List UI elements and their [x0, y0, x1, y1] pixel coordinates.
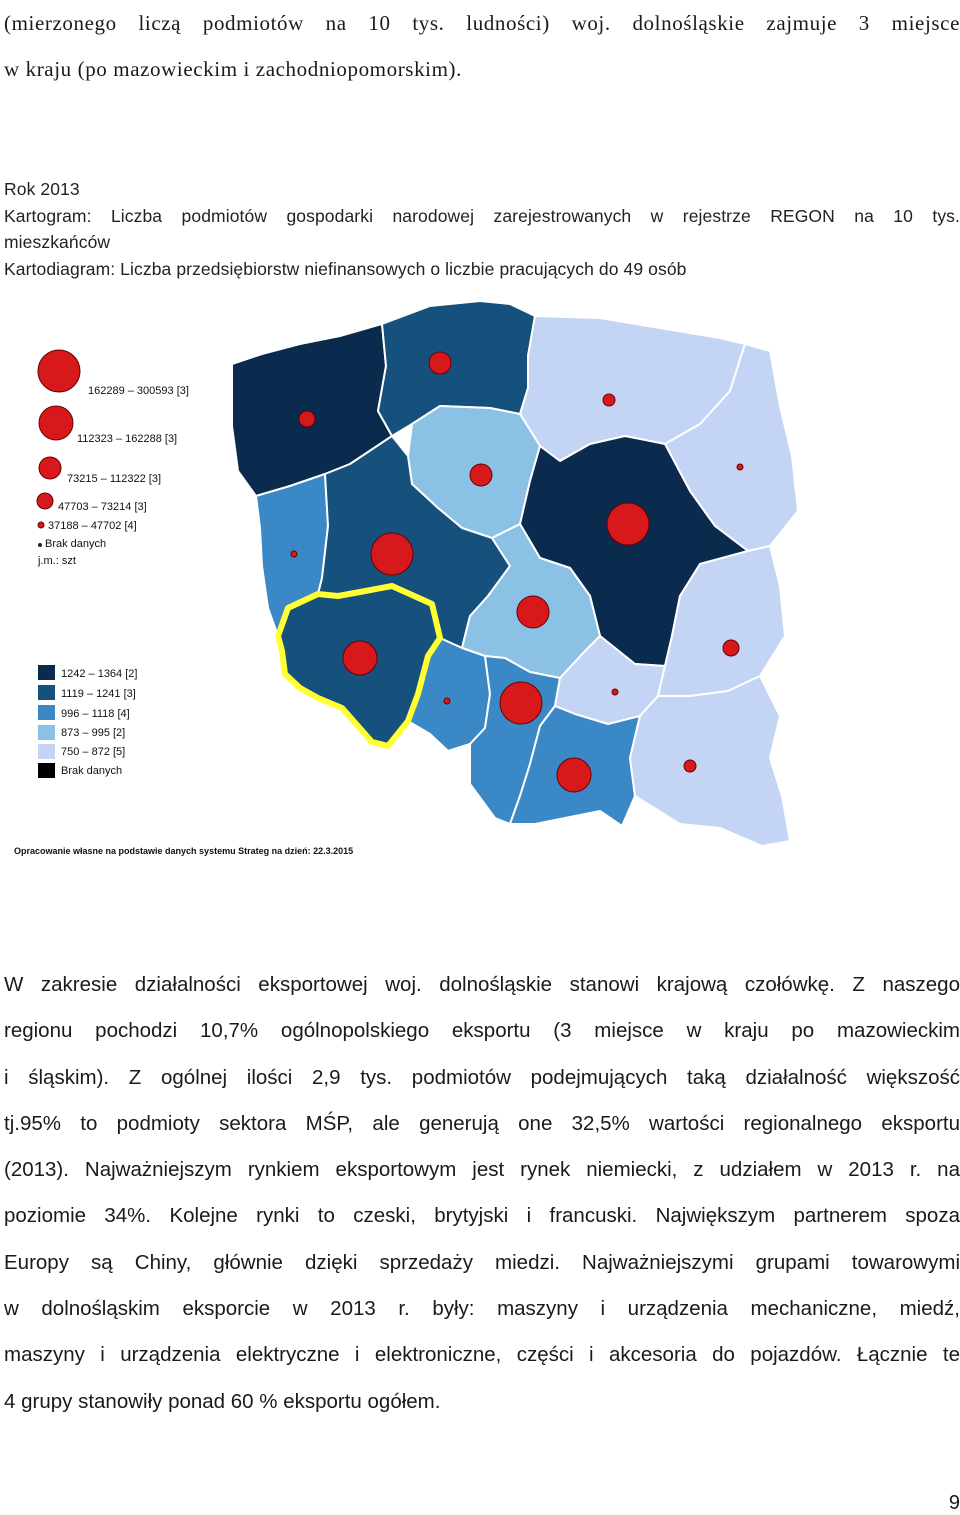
legend-color-label: 1242 – 1364 [2]	[61, 668, 137, 680]
legend-color-label: 1119 – 1241 [3]	[61, 688, 136, 700]
body-line: i śląskim). Z ogólnej ilości 2,9 tys. po…	[4, 1065, 960, 1089]
color-legend: 1242 – 1364 [2] 1119 – 1241 [3] 996 – 11…	[38, 665, 137, 778]
circle-dolnoslaskie	[342, 640, 378, 676]
legend-circle-1	[37, 349, 81, 393]
map-caption: Rok 2013 Kartogram: Liczba podmiotów gos…	[4, 176, 960, 282]
legend-swatch-4	[38, 725, 55, 740]
legend-circle-5	[37, 521, 45, 529]
choropleth-map: 162289 – 300593 [3] 112323 – 162288 [3] …	[0, 296, 960, 876]
legend-unit: j.m.: szt	[37, 555, 76, 567]
legend-swatch-6	[38, 763, 55, 778]
circle-zachodniopomorskie	[298, 410, 316, 428]
circle-wielkopolskie	[370, 532, 414, 576]
caption-line: mieszkańców	[4, 232, 111, 252]
circle-pomorskie	[428, 351, 452, 375]
legend-circle-3	[38, 456, 62, 480]
legend-swatch-5	[38, 744, 55, 759]
circle-legend: 162289 – 300593 [3] 112323 – 162288 [3] …	[36, 349, 189, 567]
legend-color-label: 873 – 995 [2]	[61, 727, 125, 739]
body-line: 4 grupy stanowiły ponad 60 % eksportu og…	[4, 1389, 441, 1413]
legend-swatch-3	[38, 705, 55, 720]
circle-lubuskie	[290, 550, 298, 558]
intro-line: w kraju (po mazowieckim i zachodniopomor…	[4, 57, 462, 81]
caption-line: Rok 2013	[4, 179, 80, 199]
body-line: tj.95% to podmioty sektora MŚP, ale gene…	[4, 1111, 960, 1135]
circle-malopolskie	[556, 757, 592, 793]
body-line: Europy są Chiny, głównie dzięki sprzedaż…	[4, 1250, 960, 1274]
body-line: regionu pochodzi 10,7% ogólnopolskiego e…	[4, 1019, 960, 1043]
legend-color-label: 750 – 872 [5]	[61, 746, 125, 758]
body-line: poziomie 34%. Kolejne rynki to czeski, b…	[4, 1204, 960, 1228]
caption-line: Kartodiagram: Liczba przedsiębiorstw nie…	[4, 258, 687, 279]
circle-swietokrzyskie	[611, 688, 619, 696]
circle-opolskie	[443, 697, 451, 705]
map-source: Opracowanie własne na podstawie danych s…	[14, 846, 353, 856]
circle-warminsko-mazurskie	[602, 393, 616, 407]
body-line: maszyny i urządzenia elektryczne i elekt…	[4, 1343, 960, 1367]
highlight-dolnoslaskie	[275, 583, 443, 749]
circle-lubelskie	[722, 639, 740, 657]
legend-circle-label: Brak danych	[45, 538, 106, 550]
circle-podkarpackie	[683, 759, 697, 773]
legend-circle-2	[38, 405, 74, 441]
intro-line: (mierzonego liczą podmiotów na 10 tys. l…	[4, 11, 960, 35]
legend-circle-label: 112323 – 162288 [3]	[77, 433, 177, 445]
legend-circle-4	[36, 492, 54, 510]
legend-color-label: Brak danych	[61, 765, 122, 777]
poland-map-svg: 162289 – 300593 [3] 112323 – 162288 [3] …	[14, 300, 799, 856]
body-line: W zakresie działalności eksportowej woj.…	[4, 973, 960, 996]
legend-circle-label: 37188 – 47702 [4]	[48, 520, 137, 532]
legend-circle-label: 47703 – 73214 [3]	[58, 501, 147, 513]
region-podkarpackie	[629, 675, 791, 847]
body-line: (2013). Najważniejszym rynkiem eksportow…	[4, 1158, 960, 1182]
circle-mazowieckie	[606, 502, 650, 546]
legend-swatch-2	[38, 685, 55, 700]
circle-podlaskie	[736, 463, 744, 471]
legend-circle-6	[38, 543, 42, 547]
legend-circle-label: 73215 – 112322 [3]	[67, 473, 161, 485]
circle-kujawsko-pomorskie	[469, 463, 493, 487]
body-paragraph: W zakresie działalności eksportowej woj.…	[4, 962, 960, 1425]
caption-line: Kartogram: Liczba podmiotów gospodarki n…	[4, 205, 960, 226]
circle-lodzkie	[516, 595, 550, 629]
body-line: w dolnośląskim eksporcie w 2013 r. były:…	[4, 1297, 960, 1321]
page-number: 9	[948, 1492, 960, 1514]
intro-paragraph: (mierzonego liczą podmiotów na 10 tys. l…	[4, 0, 960, 92]
legend-color-label: 996 – 1118 [4]	[61, 708, 130, 720]
legend-circle-label: 162289 – 300593 [3]	[88, 385, 189, 397]
legend-swatch-1	[38, 665, 55, 680]
circle-slaskie	[499, 681, 543, 725]
